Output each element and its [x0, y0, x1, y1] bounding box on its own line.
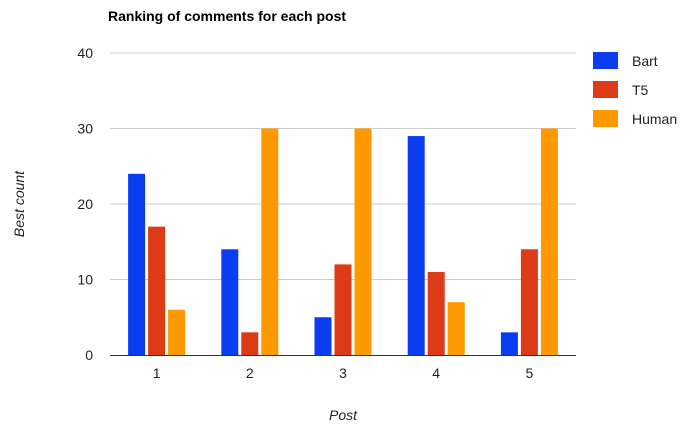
bar-t5-5 — [520, 249, 538, 355]
y-tick-label: 20 — [77, 196, 93, 212]
bar-human-5 — [540, 128, 558, 355]
y-tick-label: 40 — [77, 45, 93, 61]
x-tick-label: 4 — [432, 365, 440, 381]
legend-label-t5: T5 — [632, 82, 649, 98]
legend-swatch-human — [593, 110, 618, 127]
y-tick-label: 0 — [85, 347, 93, 363]
legend-swatch-t5 — [593, 81, 618, 98]
bar-human-2 — [261, 128, 279, 355]
bar-bart-2 — [221, 249, 239, 355]
legend: Bart T5 Human — [593, 52, 677, 127]
y-tick-label: 10 — [77, 272, 93, 288]
bar-human-4 — [447, 302, 465, 355]
x-axis-label: Post — [329, 407, 358, 423]
x-tick-label: 5 — [526, 365, 534, 381]
gridlines — [110, 52, 576, 280]
bar-t5-3 — [334, 264, 352, 355]
x-tick-label: 1 — [153, 365, 161, 381]
x-tick-label: 3 — [339, 365, 347, 381]
bar-t5-2 — [241, 332, 259, 355]
bar-bart-5 — [500, 332, 518, 355]
x-tick-label: 2 — [246, 365, 254, 381]
y-axis-label: Best count — [11, 170, 27, 237]
bar-human-1 — [168, 309, 186, 355]
chart-title: Ranking of comments for each post — [108, 8, 346, 24]
bar-bart-3 — [314, 317, 332, 355]
bar-bart-1 — [128, 173, 146, 355]
legend-label-bart: Bart — [632, 53, 658, 69]
legend-swatch-bart — [593, 52, 618, 69]
legend-label-human: Human — [632, 111, 677, 127]
bars — [128, 128, 558, 355]
bar-human-3 — [354, 128, 372, 355]
x-axis-ticks: 1 2 3 4 5 — [153, 365, 534, 381]
y-tick-label: 30 — [77, 121, 93, 137]
bar-t5-1 — [148, 226, 166, 355]
bar-t5-4 — [427, 271, 445, 355]
bar-bart-4 — [407, 136, 425, 355]
y-axis-ticks: 0 10 20 30 40 — [77, 45, 93, 363]
